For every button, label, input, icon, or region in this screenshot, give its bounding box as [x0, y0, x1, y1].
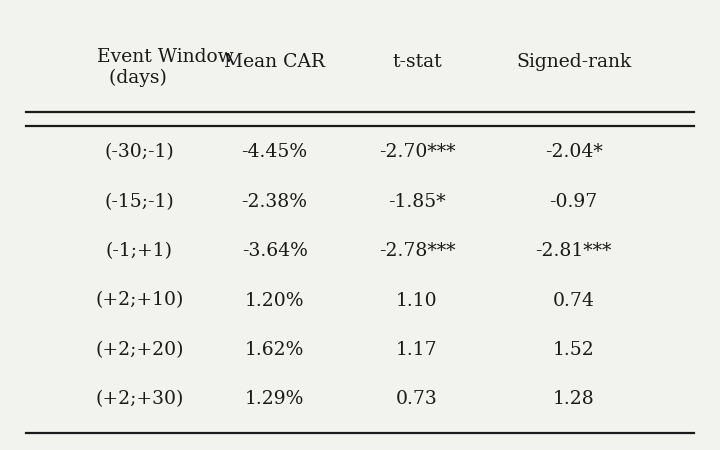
Text: -4.45%: -4.45%	[241, 143, 307, 161]
Text: t-stat: t-stat	[392, 53, 442, 71]
Text: -2.04*: -2.04*	[544, 143, 603, 161]
Text: 1.17: 1.17	[396, 341, 438, 359]
Text: 0.73: 0.73	[396, 391, 438, 409]
Text: (-1;+1): (-1;+1)	[106, 242, 173, 260]
Text: (-30;-1): (-30;-1)	[104, 143, 174, 161]
Text: -0.97: -0.97	[549, 193, 598, 211]
Text: 1.52: 1.52	[553, 341, 595, 359]
Text: 0.74: 0.74	[552, 292, 595, 310]
Text: -2.70***: -2.70***	[379, 143, 455, 161]
Text: (+2;+30): (+2;+30)	[95, 391, 184, 409]
Text: 1.62%: 1.62%	[245, 341, 305, 359]
Text: 1.29%: 1.29%	[245, 391, 305, 409]
Text: (+2;+20): (+2;+20)	[95, 341, 184, 359]
Text: 1.28: 1.28	[553, 391, 595, 409]
Text: Mean CAR: Mean CAR	[224, 53, 325, 71]
Text: 1.10: 1.10	[396, 292, 438, 310]
Text: -3.64%: -3.64%	[242, 242, 307, 260]
Text: 1.20%: 1.20%	[245, 292, 305, 310]
Text: (-15;-1): (-15;-1)	[104, 193, 174, 211]
Text: (+2;+10): (+2;+10)	[95, 292, 184, 310]
Text: Event Window
  (days): Event Window (days)	[96, 48, 233, 87]
Text: -1.85*: -1.85*	[388, 193, 446, 211]
Text: -2.38%: -2.38%	[242, 193, 307, 211]
Text: -2.81***: -2.81***	[535, 242, 612, 260]
Text: Signed-rank: Signed-rank	[516, 53, 631, 71]
Text: -2.78***: -2.78***	[379, 242, 455, 260]
